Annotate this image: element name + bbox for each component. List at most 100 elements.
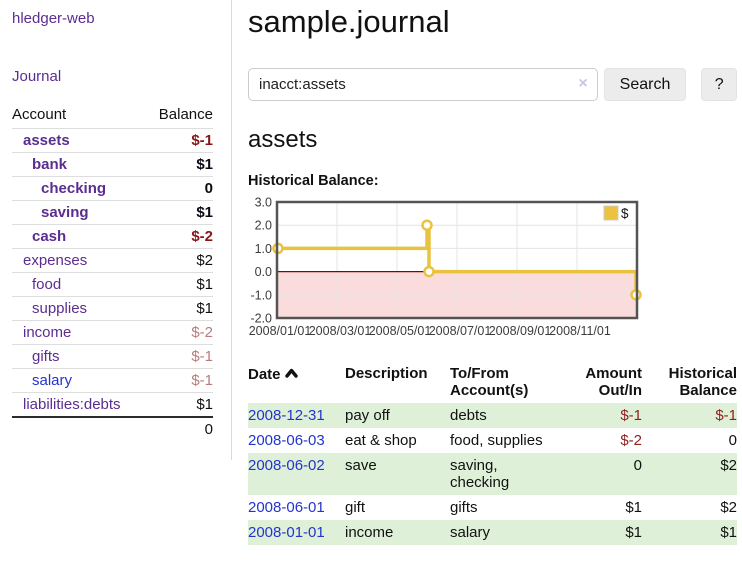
- account-link-food[interactable]: food: [32, 276, 62, 293]
- page-title: sample.journal: [248, 4, 450, 39]
- txn-date-link[interactable]: 2008-06-01: [248, 499, 325, 516]
- account-balance: $-2: [146, 224, 213, 249]
- accounts-header-balance: Balance: [158, 106, 213, 123]
- account-link-saving[interactable]: saving: [41, 204, 89, 221]
- sidebar: hledger-web Journal Account Balance asse…: [0, 0, 232, 460]
- accounts-header-account: Account: [12, 106, 67, 123]
- search-input[interactable]: [248, 68, 598, 101]
- txn-historical-balance: $-1: [715, 407, 737, 424]
- txn-accounts: gifts: [450, 499, 478, 516]
- balance-chart[interactable]: $ 3.0 2.0 1.0 0.0 -1.0 -2.0 2008/01/01 2…: [248, 194, 737, 342]
- txn-date-link[interactable]: 2008-01-01: [248, 524, 325, 541]
- txn-amount: $1: [625, 499, 642, 516]
- account-row-bank: bank $1: [12, 152, 213, 177]
- svg-text:2008/01/01: 2008/01/01: [249, 324, 312, 338]
- register-header-accounts: To/From Account(s): [450, 365, 529, 399]
- account-row-gifts: gifts $-1: [12, 344, 213, 369]
- chart-y-axis: 3.0 2.0 1.0 0.0 -1.0 -2.0: [250, 196, 272, 326]
- txn-description: gift: [345, 499, 366, 516]
- txn-date-link[interactable]: 2008-06-03: [248, 432, 325, 449]
- account-link-bank[interactable]: bank: [32, 156, 68, 173]
- accounts-header-row: Account Balance: [12, 102, 213, 129]
- account-link-income[interactable]: income: [23, 324, 72, 341]
- txn-amount: $-1: [620, 407, 642, 424]
- account-row-salary: salary $-1: [12, 368, 213, 393]
- svg-text:3.0: 3.0: [255, 196, 272, 210]
- app-title-link[interactable]: hledger-web: [12, 10, 95, 27]
- svg-text:2008/03/01: 2008/03/01: [309, 324, 372, 338]
- accounts-table: Account Balance assets $-1 bank $1 check…: [12, 102, 213, 441]
- svg-text:2008/11/01: 2008/11/01: [549, 324, 611, 338]
- register-header-historical: Historical Balance: [668, 365, 737, 399]
- account-row-supplies: supplies $1: [12, 296, 213, 321]
- account-balance: $-2: [146, 320, 213, 345]
- svg-text:1.0: 1.0: [255, 242, 272, 256]
- register-header-date[interactable]: Date: [248, 363, 345, 403]
- account-link-expenses[interactable]: expenses: [23, 252, 88, 269]
- sort-ascending-icon: [284, 365, 298, 382]
- account-row-cash: cash $-2: [12, 224, 213, 249]
- txn-accounts: food, supplies: [450, 432, 543, 449]
- svg-text:2008/09/01: 2008/09/01: [489, 324, 552, 338]
- chart-border: [275, 200, 639, 320]
- search-button[interactable]: Search: [603, 68, 687, 101]
- account-link-cash[interactable]: cash: [32, 228, 67, 245]
- date-header-label: Date: [248, 366, 281, 383]
- account-link-supplies[interactable]: supplies: [32, 300, 88, 317]
- txn-amount: 0: [633, 457, 642, 474]
- account-heading: assets: [248, 126, 318, 153]
- legend-label: $: [621, 206, 629, 221]
- svg-text:2008/07/01: 2008/07/01: [429, 324, 492, 338]
- txn-description: pay off: [345, 407, 390, 424]
- txn-historical-balance: $2: [720, 499, 737, 516]
- account-balance: $-1: [146, 128, 213, 153]
- sidebar-item-journal[interactable]: Journal: [12, 68, 62, 85]
- svg-text:-2.0: -2.0: [250, 312, 272, 326]
- txn-amount: $-2: [620, 432, 642, 449]
- svg-text:2.0: 2.0: [255, 219, 272, 233]
- txn-accounts: salary: [450, 524, 491, 541]
- legend-swatch-icon: [603, 205, 619, 221]
- account-balance: 0: [146, 176, 213, 201]
- txn-date-link[interactable]: 2008-12-31: [248, 407, 325, 424]
- account-balance: $-1: [146, 344, 213, 369]
- txn-amount: $1: [625, 524, 642, 541]
- register-header-row: Date Description To/From Account(s) Amou…: [248, 363, 737, 403]
- register-row: 2008-12-31 pay off debts $-1 $-1: [248, 403, 737, 428]
- chart-x-axis: 2008/01/01 2008/03/01 2008/05/01 2008/07…: [249, 324, 611, 338]
- account-row-expenses: expenses $2: [12, 248, 213, 273]
- txn-accounts: saving, checking: [450, 457, 510, 491]
- account-row-checking: checking 0: [12, 176, 213, 201]
- svg-text:0.0: 0.0: [255, 265, 272, 279]
- txn-accounts: debts: [450, 407, 487, 424]
- register-header-description: Description: [345, 365, 428, 382]
- account-row-saving: saving $1: [12, 200, 213, 225]
- account-balance: $1: [146, 392, 213, 417]
- account-link-gifts[interactable]: gifts: [32, 348, 60, 365]
- account-link-assets[interactable]: assets: [23, 132, 70, 149]
- txn-description: income: [345, 524, 394, 541]
- main-content: sample.journal × Search ? assets Histori…: [248, 0, 737, 545]
- clear-search-icon[interactable]: ×: [578, 75, 588, 92]
- register-header-amount: Amount Out/In: [585, 365, 642, 399]
- account-balance: $1: [146, 152, 213, 177]
- txn-date-link[interactable]: 2008-06-02: [248, 457, 325, 474]
- txn-description: save: [345, 457, 377, 474]
- accounts-total-value: 0: [146, 416, 213, 441]
- account-row-food: food $1: [12, 272, 213, 297]
- register-row: 2008-06-03 eat & shop food, supplies $-2…: [248, 428, 737, 453]
- accounts-total-row: 0: [12, 416, 213, 441]
- account-row-liabilities-debts: liabilities:debts $1: [12, 392, 213, 417]
- account-link-checking[interactable]: checking: [41, 180, 107, 197]
- txn-description: eat & shop: [345, 432, 417, 449]
- register-table: Date Description To/From Account(s) Amou…: [248, 363, 737, 545]
- account-balance: $-1: [146, 368, 213, 393]
- search-form: × Search ?: [248, 68, 737, 101]
- help-button[interactable]: ?: [701, 68, 737, 101]
- account-row-assets: assets $-1: [12, 128, 213, 153]
- register-row: 2008-01-01 income salary $1 $1: [248, 520, 737, 545]
- account-link-salary[interactable]: salary: [32, 372, 73, 389]
- chart-title: Historical Balance:: [248, 173, 379, 189]
- account-link-liabilities-debts[interactable]: liabilities:debts: [23, 396, 121, 413]
- svg-text:2008/05/01: 2008/05/01: [369, 324, 432, 338]
